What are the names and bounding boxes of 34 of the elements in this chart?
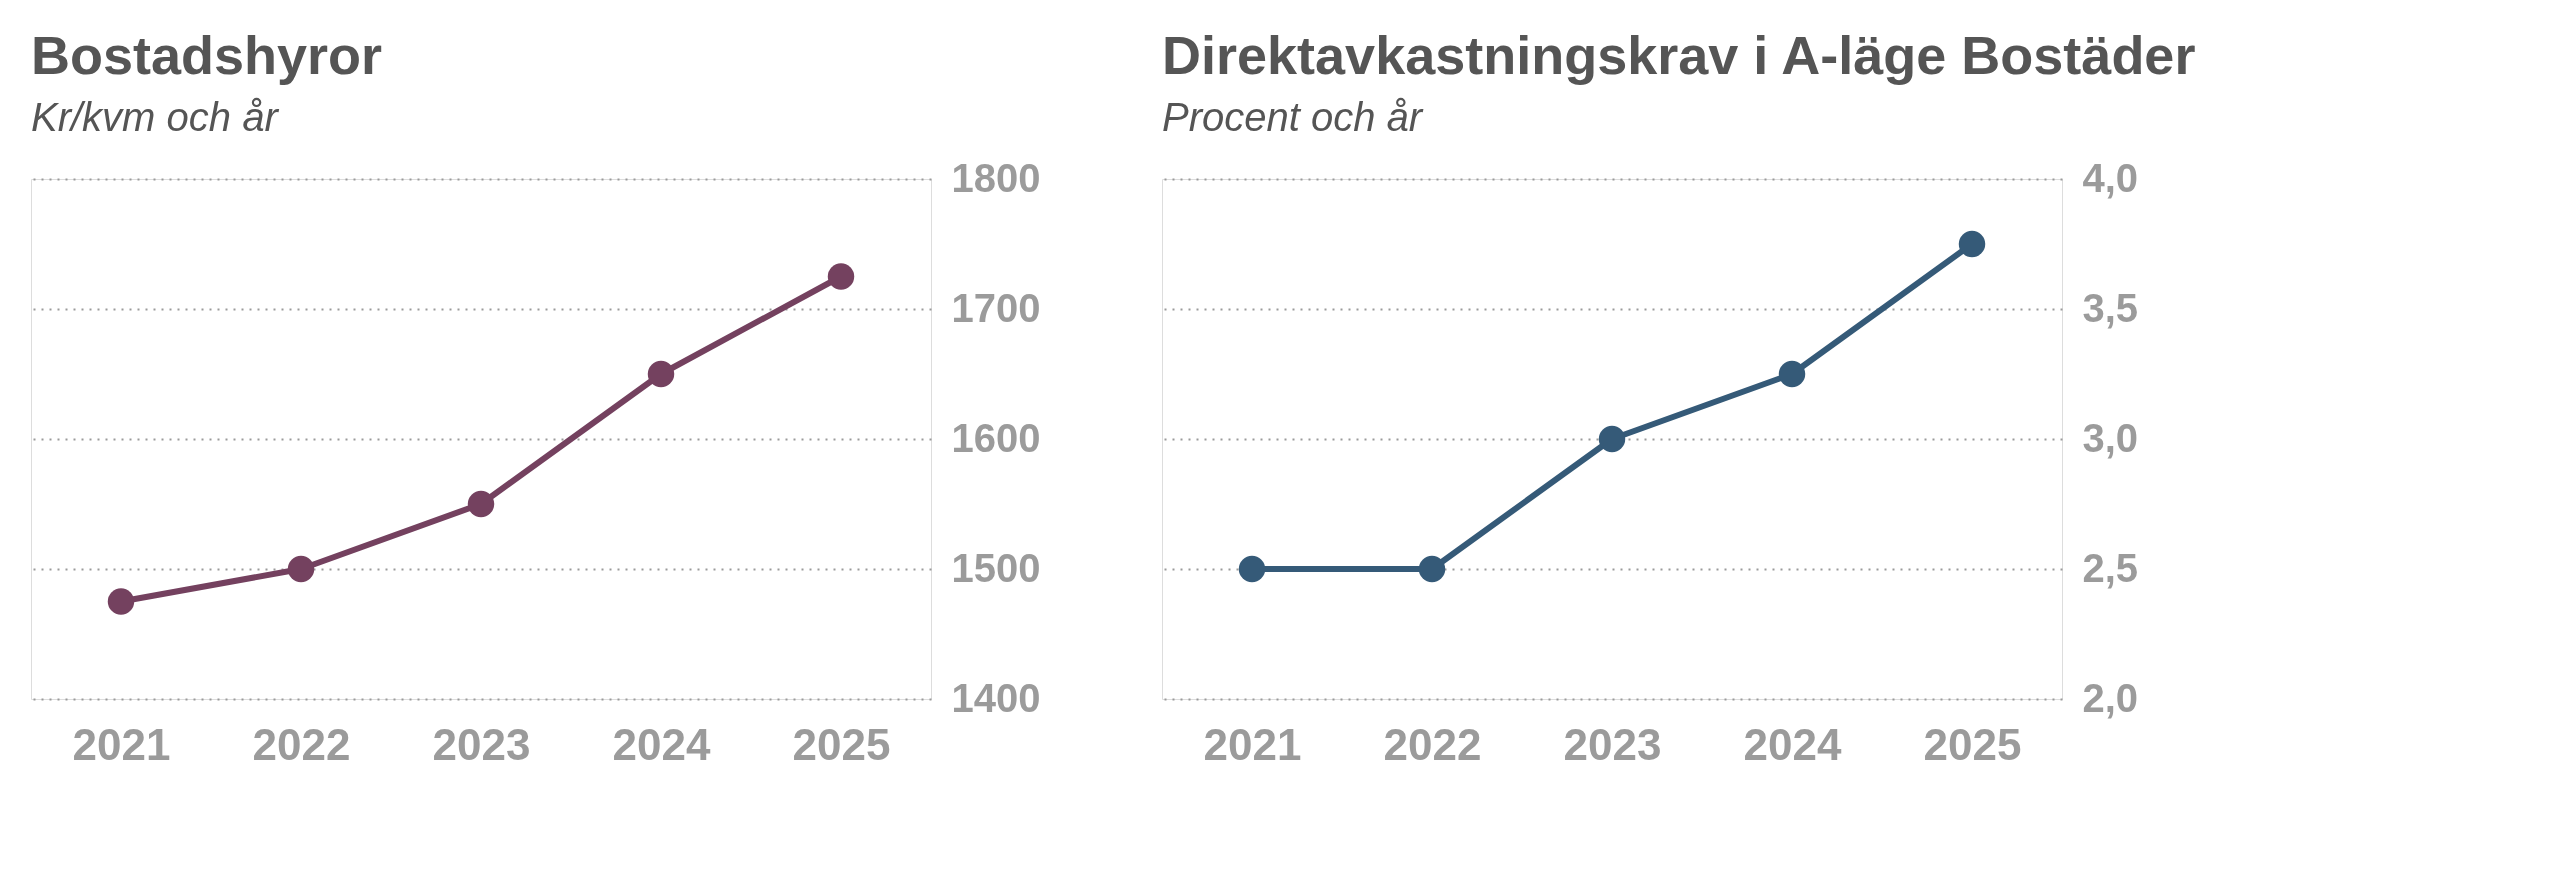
x-tick-label: 2022 [252, 719, 351, 769]
point [467, 490, 495, 518]
y-tick-label: 2,5 [2082, 545, 2139, 590]
point [287, 555, 315, 583]
y-tick-label: 1600 [951, 415, 1041, 460]
point [1418, 555, 1446, 583]
point [647, 360, 675, 388]
x-tick-label: 2021 [1203, 719, 1302, 769]
x-tick-label: 2023 [1563, 719, 1662, 769]
y-tick-label: 1400 [951, 675, 1041, 720]
x-tick-label: 2025 [1923, 719, 2022, 769]
y-tick-label: 1500 [951, 545, 1041, 590]
y-tick-label: 4,0 [2082, 155, 2139, 200]
point [827, 263, 855, 290]
point [1778, 360, 1806, 388]
point [1958, 230, 1986, 258]
x-tick-label: 2022 [1383, 719, 1482, 769]
chart-title: Direktavkastningskrav i A-läge Bostäder [1162, 25, 2196, 85]
y-tick-label: 3,5 [2082, 285, 2139, 330]
x-tick-label: 2023 [432, 719, 531, 769]
point [1238, 555, 1266, 583]
point [107, 588, 135, 615]
chart-subtitle: Procent och år [1162, 95, 1424, 139]
y-tick-label: 3,0 [2082, 415, 2139, 460]
point [1598, 425, 1626, 453]
chart-subtitle: Kr/kvm och år [31, 95, 280, 139]
x-tick-label: 2021 [72, 719, 171, 769]
x-tick-label: 2024 [1743, 719, 1842, 769]
chart-title: Bostadshyror [31, 25, 383, 85]
y-tick-label: 1800 [951, 155, 1041, 200]
x-tick-label: 2025 [792, 719, 891, 769]
x-tick-label: 2024 [612, 719, 711, 769]
y-tick-label: 1700 [951, 285, 1041, 330]
y-tick-label: 2,0 [2082, 675, 2139, 720]
